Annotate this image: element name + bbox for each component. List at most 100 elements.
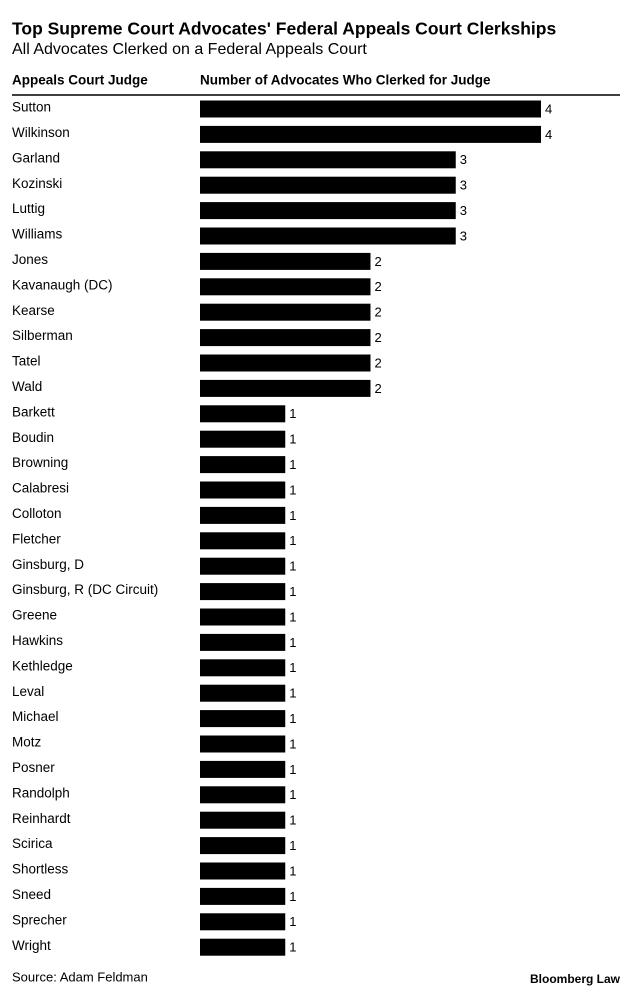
category-label: Greene <box>12 608 57 623</box>
bar <box>200 176 456 194</box>
bar <box>200 329 371 347</box>
value-label: 1 <box>289 940 296 955</box>
bar <box>200 837 286 855</box>
bar <box>200 583 286 601</box>
category-label: Leval <box>12 684 44 699</box>
category-label: Calabresi <box>12 481 69 496</box>
category-label: Luttig <box>12 201 45 216</box>
category-label: Garland <box>12 150 60 165</box>
value-header: Number of Advocates Who Clerked for Judg… <box>200 73 491 88</box>
bar <box>200 710 286 728</box>
bar <box>200 760 286 778</box>
value-label: 2 <box>375 330 382 345</box>
category-label: Shortless <box>12 862 69 877</box>
category-label: Randolph <box>12 785 70 800</box>
bar <box>200 532 286 550</box>
category-label: Scirica <box>12 836 53 851</box>
value-label: 3 <box>460 152 467 167</box>
category-label: Wald <box>12 379 42 394</box>
category-label: Williams <box>12 227 62 242</box>
value-label: 2 <box>375 305 382 320</box>
bar <box>200 354 371 372</box>
value-label: 1 <box>289 406 296 421</box>
value-label: 4 <box>545 127 552 142</box>
value-label: 1 <box>289 686 296 701</box>
chart-title: Top Supreme Court Advocates' Federal App… <box>12 19 556 39</box>
bar <box>200 557 286 575</box>
value-label: 3 <box>460 203 467 218</box>
bar <box>200 608 286 626</box>
bar <box>200 151 456 169</box>
category-label: Sneed <box>12 887 51 902</box>
value-label: 1 <box>289 609 296 624</box>
value-label: 2 <box>375 279 382 294</box>
bar <box>200 506 286 524</box>
bar <box>200 379 371 397</box>
bar <box>200 913 286 931</box>
value-label: 3 <box>460 178 467 193</box>
category-label: Kavanaugh (DC) <box>12 277 113 292</box>
bar <box>200 684 286 702</box>
value-label: 1 <box>289 533 296 548</box>
bar <box>200 125 541 143</box>
value-label: 2 <box>375 254 382 269</box>
bar <box>200 481 286 499</box>
category-label: Boudin <box>12 430 54 445</box>
category-label: Wright <box>12 938 51 953</box>
bar <box>200 456 286 474</box>
bar <box>200 405 286 423</box>
category-label: Reinhardt <box>12 811 71 826</box>
bar <box>200 633 286 651</box>
brand: Bloomberg Law <box>530 972 621 986</box>
category-label: Fletcher <box>12 531 61 546</box>
value-label: 1 <box>289 635 296 650</box>
value-label: 1 <box>289 508 296 523</box>
category-label: Silberman <box>12 328 73 343</box>
category-label: Posner <box>12 760 55 775</box>
bar <box>200 227 456 245</box>
category-label: Tatel <box>12 354 41 369</box>
bar <box>200 278 371 296</box>
category-label: Colloton <box>12 506 62 521</box>
value-label: 1 <box>289 432 296 447</box>
bar <box>200 252 371 270</box>
category-label: Michael <box>12 709 59 724</box>
bar <box>200 430 286 448</box>
value-label: 1 <box>289 457 296 472</box>
value-label: 4 <box>545 101 552 116</box>
category-label: Sprecher <box>12 912 67 927</box>
value-label: 1 <box>289 711 296 726</box>
bar <box>200 100 541 118</box>
value-label: 1 <box>289 559 296 574</box>
bar <box>200 786 286 804</box>
value-label: 1 <box>289 863 296 878</box>
bar <box>200 811 286 829</box>
category-label: Hawkins <box>12 633 63 648</box>
category-label: Ginsburg, R (DC Circuit) <box>12 582 158 597</box>
value-label: 1 <box>289 736 296 751</box>
value-label: 2 <box>375 381 382 396</box>
category-label: Browning <box>12 455 68 470</box>
bar <box>200 938 286 956</box>
value-label: 1 <box>289 482 296 497</box>
category-label: Sutton <box>12 100 51 115</box>
category-label: Jones <box>12 252 48 267</box>
value-label: 1 <box>289 660 296 675</box>
category-label: Wilkinson <box>12 125 70 140</box>
category-label: Ginsburg, D <box>12 557 84 572</box>
value-label: 1 <box>289 762 296 777</box>
value-label: 1 <box>289 889 296 904</box>
category-label: Kethledge <box>12 658 73 673</box>
bar <box>200 862 286 880</box>
bar <box>200 659 286 677</box>
value-label: 3 <box>460 228 467 243</box>
category-label: Kearse <box>12 303 55 318</box>
category-label: Kozinski <box>12 176 62 191</box>
value-label: 1 <box>289 787 296 802</box>
category-label: Motz <box>12 735 42 750</box>
value-label: 2 <box>375 355 382 370</box>
bar <box>200 202 456 220</box>
value-label: 1 <box>289 838 296 853</box>
